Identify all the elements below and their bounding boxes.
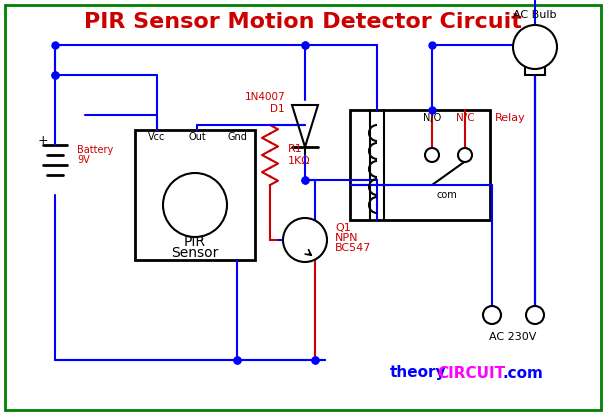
Text: D1: D1 — [270, 104, 285, 114]
Text: PIR: PIR — [184, 235, 206, 249]
Text: PIR Sensor Motion Detector Circuit: PIR Sensor Motion Detector Circuit — [84, 12, 522, 32]
Text: theory: theory — [390, 366, 447, 381]
Bar — [350, 110, 490, 220]
Text: R1: R1 — [288, 144, 303, 154]
Text: NPN: NPN — [335, 233, 359, 243]
Circle shape — [163, 173, 227, 237]
Text: Battery: Battery — [77, 145, 113, 155]
Circle shape — [483, 306, 501, 324]
Circle shape — [526, 306, 544, 324]
Text: com: com — [437, 190, 458, 200]
Bar — [135, 130, 255, 260]
Text: Sensor: Sensor — [171, 246, 219, 260]
Text: AC Bulb: AC Bulb — [513, 10, 557, 20]
Text: 1N4007: 1N4007 — [244, 92, 285, 102]
Text: Relay: Relay — [495, 113, 526, 123]
Bar — [525, 61, 545, 75]
Circle shape — [283, 218, 327, 262]
Text: Gnd: Gnd — [227, 132, 247, 142]
Text: CIRCUIT: CIRCUIT — [437, 366, 505, 381]
Text: Vcc: Vcc — [148, 132, 165, 142]
Text: AC 230V: AC 230V — [489, 332, 537, 342]
Text: 9V: 9V — [77, 155, 90, 165]
Circle shape — [425, 148, 439, 162]
Text: +: + — [38, 134, 48, 146]
Circle shape — [513, 25, 557, 69]
Text: N/C: N/C — [456, 113, 474, 123]
Text: BC547: BC547 — [335, 243, 371, 253]
Circle shape — [458, 148, 472, 162]
Text: Q1: Q1 — [335, 223, 351, 233]
Text: .com: .com — [503, 366, 544, 381]
Text: Out: Out — [188, 132, 206, 142]
Text: 1KΩ: 1KΩ — [288, 156, 311, 166]
Text: N/O: N/O — [423, 113, 441, 123]
